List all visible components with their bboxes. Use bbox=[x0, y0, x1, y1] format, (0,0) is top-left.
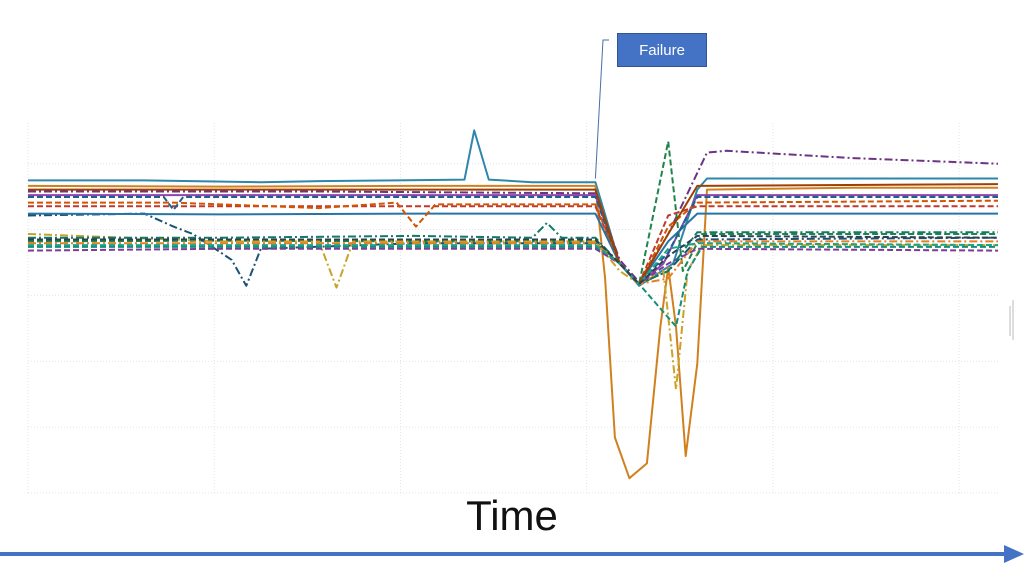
series-line-8 bbox=[28, 245, 998, 328]
right-edge-marks bbox=[1009, 300, 1014, 340]
series-lines bbox=[27, 129, 999, 480]
series-line-18 bbox=[28, 234, 999, 285]
series-line-4 bbox=[28, 149, 999, 284]
series-line-1 bbox=[28, 129, 998, 287]
series-line-7 bbox=[27, 233, 998, 391]
series-line-13 bbox=[28, 221, 998, 285]
series-line-16 bbox=[28, 183, 999, 285]
series-line-9 bbox=[28, 205, 998, 285]
series-line-12 bbox=[27, 247, 999, 285]
annotation-leader bbox=[594, 39, 609, 179]
failure-annotation: Failure bbox=[617, 33, 707, 67]
series-line-11 bbox=[28, 199, 999, 285]
annotation-leader-line bbox=[594, 39, 609, 179]
series-line-15 bbox=[28, 196, 998, 285]
time-arrow bbox=[0, 545, 1024, 563]
series-line-17 bbox=[28, 242, 999, 285]
series-line-2 bbox=[27, 184, 998, 480]
x-axis-label: Time bbox=[466, 492, 558, 539]
